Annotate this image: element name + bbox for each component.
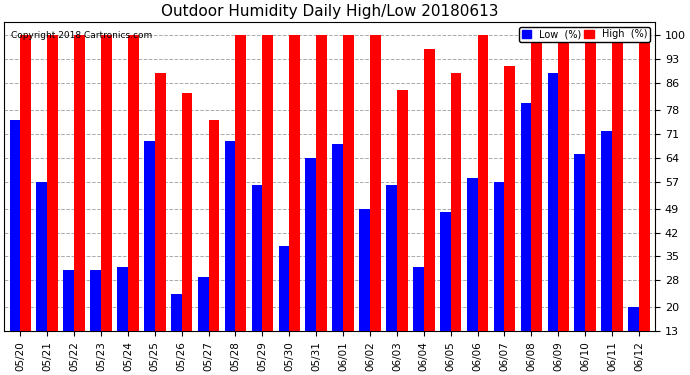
Bar	[467, 178, 477, 375]
Bar	[316, 35, 327, 375]
Bar	[548, 73, 558, 375]
Bar	[413, 267, 424, 375]
Bar	[558, 35, 569, 375]
Bar	[386, 185, 397, 375]
Bar	[171, 294, 181, 375]
Bar	[424, 49, 435, 375]
Bar	[477, 35, 489, 375]
Bar	[359, 209, 370, 375]
Bar	[612, 35, 623, 375]
Bar	[504, 66, 515, 375]
Bar	[601, 130, 612, 375]
Bar	[155, 73, 166, 375]
Bar	[252, 185, 262, 375]
Bar	[20, 35, 31, 375]
Bar	[585, 35, 596, 375]
Bar	[574, 154, 585, 375]
Bar	[63, 270, 74, 375]
Bar	[628, 308, 639, 375]
Bar	[235, 35, 246, 375]
Bar	[279, 246, 289, 375]
Bar	[74, 35, 85, 375]
Bar	[306, 158, 316, 375]
Bar	[117, 267, 128, 375]
Bar	[440, 212, 451, 375]
Bar	[144, 141, 155, 375]
Bar	[47, 35, 58, 375]
Bar	[101, 35, 112, 375]
Bar	[531, 35, 542, 375]
Bar	[262, 35, 273, 375]
Title: Outdoor Humidity Daily High/Low 20180613: Outdoor Humidity Daily High/Low 20180613	[161, 4, 498, 19]
Bar	[494, 182, 504, 375]
Text: Copyright 2018 Cartronics.com: Copyright 2018 Cartronics.com	[10, 31, 152, 40]
Bar	[128, 35, 139, 375]
Bar	[289, 35, 300, 375]
Bar	[639, 35, 650, 375]
Bar	[198, 277, 208, 375]
Bar	[397, 90, 408, 375]
Bar	[451, 73, 462, 375]
Bar	[90, 270, 101, 375]
Bar	[208, 120, 219, 375]
Legend: Low  (%), High  (%): Low (%), High (%)	[519, 27, 650, 42]
Bar	[343, 35, 354, 375]
Bar	[370, 35, 381, 375]
Bar	[37, 182, 47, 375]
Bar	[521, 104, 531, 375]
Bar	[10, 120, 20, 375]
Bar	[225, 141, 235, 375]
Bar	[333, 144, 343, 375]
Bar	[181, 93, 193, 375]
